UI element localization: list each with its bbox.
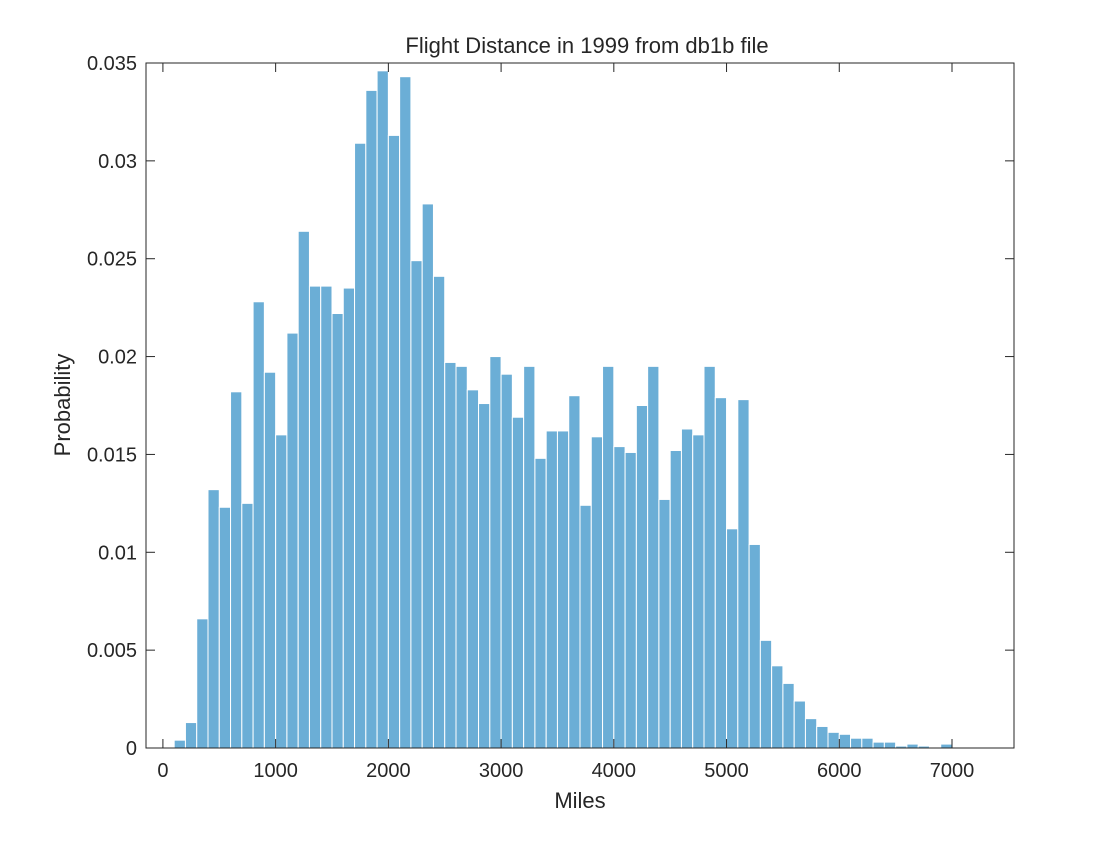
histogram-bar	[331, 313, 344, 749]
histogram-bar	[748, 543, 761, 749]
histogram-bar	[850, 737, 863, 749]
x-tick-label: 3000	[479, 760, 524, 782]
histogram-bar	[523, 365, 536, 749]
histogram-bar	[196, 618, 209, 749]
histogram-bar	[410, 260, 423, 749]
histogram-bar	[872, 741, 885, 749]
histogram-bar	[342, 287, 356, 749]
histogram-bar	[816, 725, 829, 749]
histogram-bar	[489, 356, 502, 749]
histogram-bar	[218, 506, 232, 749]
histogram-bar	[771, 665, 784, 749]
histogram-bar	[308, 285, 322, 749]
y-tick-label: 0.005	[87, 640, 137, 662]
y-tick-label: 0.01	[98, 542, 137, 564]
histogram-bar	[635, 405, 649, 749]
histogram-bar	[263, 371, 277, 749]
histogram-bar	[354, 142, 367, 749]
x-tick-label: 5000	[704, 760, 749, 782]
histogram-bar	[737, 399, 750, 749]
histogram-bar	[624, 451, 637, 749]
x-tick-label: 7000	[930, 760, 975, 782]
histogram-bar	[782, 682, 795, 749]
y-tick-label: 0.03	[98, 151, 137, 173]
histogram-bar	[511, 416, 525, 749]
histogram-bar	[647, 365, 660, 749]
histogram-bar	[861, 737, 874, 749]
histogram-bar	[252, 301, 265, 749]
histogram-bar	[241, 502, 254, 749]
histogram-bar	[590, 436, 604, 749]
histogram-bar	[207, 489, 220, 749]
histogram-bar	[320, 285, 333, 749]
histogram-bar	[827, 731, 840, 749]
histogram-bar	[602, 365, 615, 749]
histogram-bar	[906, 743, 919, 749]
histogram-bar	[793, 700, 806, 749]
histogram-bar	[613, 446, 626, 749]
histogram-bar	[173, 739, 186, 749]
histogram-bar	[399, 76, 412, 749]
histogram-bar	[883, 741, 897, 749]
histogram-bar	[534, 457, 547, 749]
y-tick-label: 0.015	[87, 444, 137, 466]
histogram-bar	[478, 403, 491, 749]
histogram-bar	[703, 365, 716, 749]
histogram-bar	[658, 498, 671, 749]
histogram-bar	[500, 373, 513, 749]
histogram-bar	[421, 203, 434, 749]
histogram-bar	[556, 430, 570, 749]
y-tick-label: 0.025	[87, 249, 137, 271]
y-tick-label: 0	[126, 738, 137, 760]
histogram-bar	[804, 718, 818, 749]
histogram-bar	[838, 733, 852, 749]
axes-box	[145, 62, 1015, 749]
histogram-bar	[759, 639, 773, 749]
histogram-bar	[444, 361, 457, 749]
y-ticks: 0 0.005 0.01 0.015 0.02 0.025 0.03 0.035	[87, 53, 1014, 760]
histogram-bar	[726, 528, 739, 749]
x-axis-label: Miles	[554, 788, 605, 813]
histogram-bar	[297, 230, 310, 749]
y-axis-label: Probability	[50, 354, 75, 457]
x-tick-label: 4000	[592, 760, 637, 782]
histogram-bar	[387, 134, 401, 749]
x-tick-label: 2000	[366, 760, 411, 782]
histogram-bar	[365, 89, 378, 749]
histogram-bar	[680, 428, 694, 749]
histogram-bar	[466, 389, 480, 749]
y-tick-label: 0.035	[87, 53, 137, 75]
histogram-bar	[692, 434, 705, 749]
histogram-bar	[568, 395, 581, 749]
histogram-bar	[669, 450, 682, 749]
histogram-bar	[714, 397, 728, 749]
histogram-bar	[286, 332, 299, 749]
histogram-bar	[230, 391, 243, 749]
x-tick-label: 0	[157, 760, 168, 782]
x-tick-label: 6000	[817, 760, 862, 782]
histogram-bar	[184, 722, 198, 749]
histogram-bar	[455, 365, 468, 749]
y-tick-label: 0.02	[98, 347, 137, 369]
x-tick-label: 1000	[253, 760, 298, 782]
histogram-bar	[275, 434, 288, 749]
x-ticks: 0 1000 2000 3000 4000 5000 6000 7000	[157, 63, 974, 782]
histogram-bar	[376, 70, 389, 749]
histogram-bar	[579, 504, 592, 749]
histogram-bar	[432, 275, 446, 749]
histogram-bar	[545, 430, 558, 749]
chart-title: Flight Distance in 1999 from db1b file	[405, 33, 768, 58]
histogram-bar	[940, 743, 953, 749]
